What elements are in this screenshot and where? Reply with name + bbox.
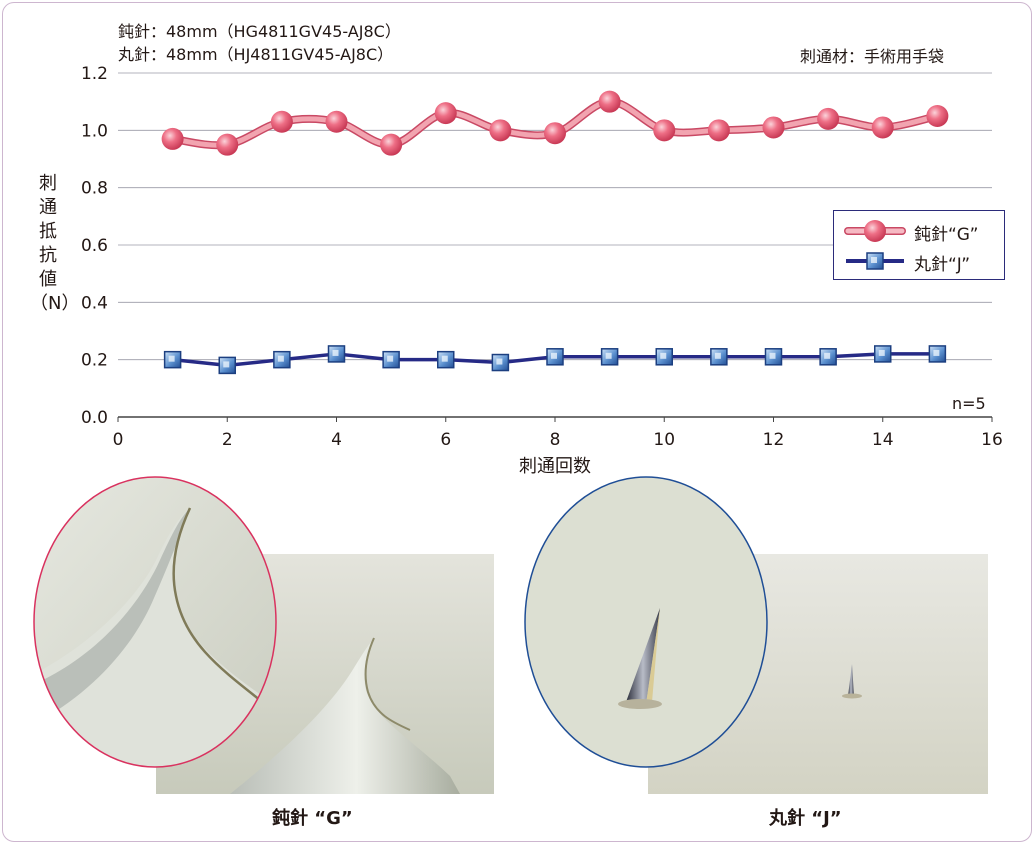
blunt-needle-photo xyxy=(33,476,494,794)
data-point-blunt xyxy=(707,119,730,142)
data-point-round-highlight xyxy=(168,355,175,362)
data-point-blunt xyxy=(817,107,840,130)
legend-label-round: 丸針“J” xyxy=(914,255,971,275)
round-needle-photo xyxy=(524,476,988,794)
y-tick-label: 1.0 xyxy=(81,121,108,141)
x-tick-label: 14 xyxy=(872,430,894,450)
blunt-needle-spec: 鈍針：48mm（HG4811GV45-AJ8C） xyxy=(118,22,401,41)
y-tick-label: 0.6 xyxy=(81,236,108,256)
data-point-blunt xyxy=(544,122,566,145)
y-axis-title-char: 抗 xyxy=(39,245,57,266)
data-point-round-highlight xyxy=(878,349,885,356)
data-point-round-highlight xyxy=(824,352,831,359)
y-axis-title-char: 通 xyxy=(39,197,57,218)
data-point-round-highlight xyxy=(223,361,230,368)
data-point-round-highlight xyxy=(496,358,503,365)
x-tick-label: 12 xyxy=(763,430,785,450)
legend-label-blunt: 鈍針“G” xyxy=(914,225,979,245)
puncture-material-note: 刺通材：手術用手袋 xyxy=(800,47,945,66)
data-point-blunt xyxy=(434,102,457,125)
data-point-blunt xyxy=(380,133,403,156)
data-point-blunt xyxy=(325,110,348,133)
legend-swatch-round xyxy=(846,252,904,270)
y-tick-label: 1.2 xyxy=(81,64,108,84)
y-tick-label: 0.8 xyxy=(81,179,108,199)
blunt-zoom-ring xyxy=(33,476,277,768)
round-needle-spec: 丸針：48mm（HJ4811GV45-AJ8C） xyxy=(118,45,394,64)
y-axis-title-char: 抵 xyxy=(39,221,57,242)
legend-swatch-blunt xyxy=(844,220,906,242)
x-tick-label: 6 xyxy=(440,430,451,450)
data-point-round-highlight xyxy=(660,352,667,359)
sample-size-note: n=5 xyxy=(952,394,986,413)
round-zoom-ring xyxy=(524,476,768,768)
data-point-round-highlight xyxy=(605,352,612,359)
data-point-round-highlight xyxy=(551,352,557,359)
data-point-blunt xyxy=(270,110,293,133)
data-point-blunt xyxy=(161,127,184,150)
x-tick-label: 2 xyxy=(222,430,233,450)
data-point-round-highlight xyxy=(769,352,776,359)
chart-legend: 鈍針“G” 丸針“J” xyxy=(833,210,1005,280)
legend-item-round: 丸針“J” xyxy=(834,247,1004,275)
data-point-round-highlight xyxy=(441,355,448,362)
y-axis-title-char: 刺 xyxy=(39,173,57,194)
y-tick-label: 0.4 xyxy=(81,293,108,313)
data-point-blunt xyxy=(653,119,676,142)
data-point-blunt xyxy=(871,116,894,139)
blunt-needle-caption: 鈍針 “G” xyxy=(272,808,353,829)
data-point-blunt xyxy=(216,133,239,156)
legend-item-blunt: 鈍針“G” xyxy=(834,217,1004,245)
data-point-blunt xyxy=(762,116,785,139)
data-point-round-highlight xyxy=(714,352,721,359)
x-tick-label: 4 xyxy=(331,430,342,450)
x-tick-label: 10 xyxy=(653,430,675,450)
data-point-blunt xyxy=(926,105,949,127)
y-axis-title: 刺通抵抗値 （N） xyxy=(30,172,79,316)
data-point-blunt xyxy=(489,119,512,142)
y-axis-title-char: 値 xyxy=(39,269,57,290)
data-point-round-highlight xyxy=(277,355,284,362)
x-tick-label: 16 xyxy=(981,430,1003,450)
x-tick-label: 8 xyxy=(550,430,561,450)
x-tick-label: 0 xyxy=(113,430,124,450)
y-tick-label: 0.0 xyxy=(81,408,108,428)
data-point-blunt xyxy=(598,90,621,113)
data-point-round-highlight xyxy=(332,349,339,356)
data-point-round-highlight xyxy=(933,349,940,356)
round-needle-caption: 丸針 “J” xyxy=(769,808,842,829)
y-axis-title-char: （N） xyxy=(30,293,80,314)
x-axis-title: 刺通回数 xyxy=(519,456,591,477)
y-tick-label: 0.2 xyxy=(81,351,108,371)
data-point-round-highlight xyxy=(387,355,394,362)
